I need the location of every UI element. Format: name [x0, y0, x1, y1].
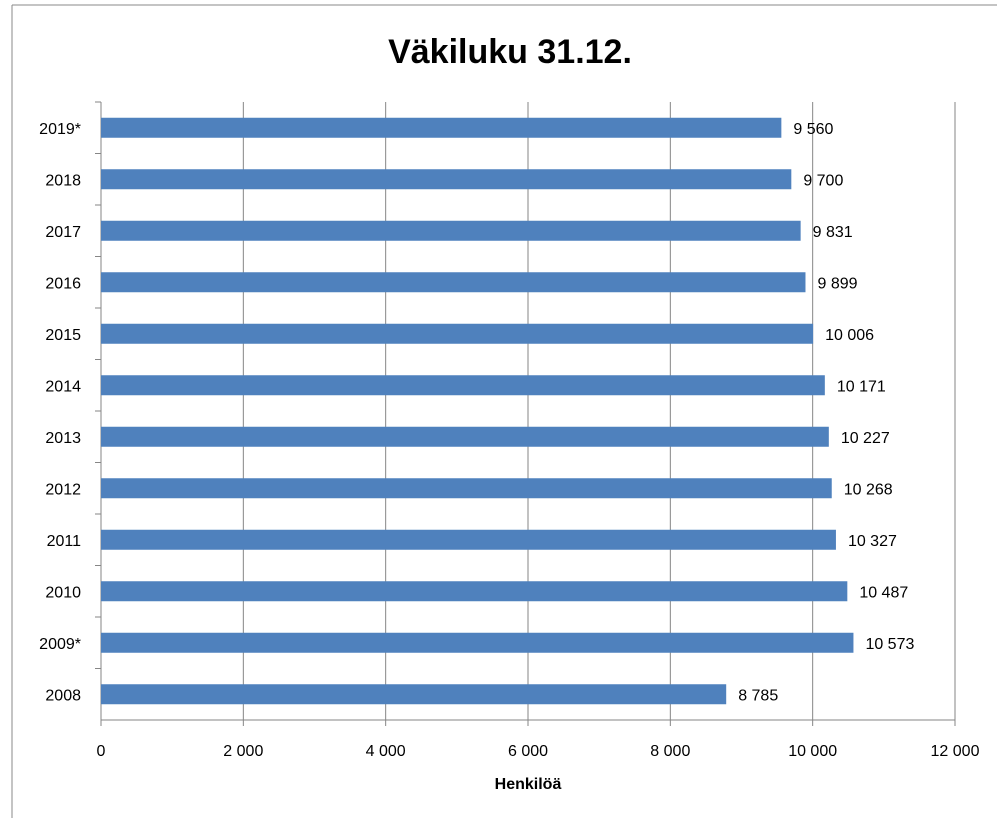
bar [101, 632, 854, 653]
x-tick-label: 2 000 [223, 743, 263, 760]
bar [101, 478, 832, 499]
value-label: 10 487 [859, 584, 908, 601]
y-tick-label: 2015 [45, 327, 81, 344]
y-tick-label: 2016 [45, 275, 81, 292]
bar [101, 323, 814, 344]
y-tick-label: 2013 [45, 430, 81, 447]
x-tick-label: 10 000 [788, 743, 837, 760]
bar [101, 426, 829, 447]
value-label: 8 785 [738, 687, 778, 704]
y-tick-label: 2008 [45, 687, 81, 704]
value-label: 10 171 [837, 378, 886, 395]
bar [101, 684, 727, 705]
x-axis-label: Henkilöä [495, 776, 562, 793]
y-tick-label: 2011 [47, 533, 82, 550]
x-tick-label: 6 000 [508, 743, 548, 760]
bar [101, 220, 801, 241]
y-tick-label: 2018 [45, 172, 81, 189]
x-tick-label: 4 000 [366, 743, 406, 760]
chart-title: Väkiluku 31.12. [388, 33, 632, 71]
bar [101, 529, 836, 550]
value-label: 10 227 [841, 430, 890, 447]
value-label: 9 831 [813, 224, 853, 241]
value-label: 9 560 [793, 121, 833, 138]
value-label: 9 700 [803, 172, 843, 189]
bar [101, 375, 825, 396]
y-tick-label: 2012 [45, 481, 81, 498]
y-tick-label: 2014 [45, 378, 81, 395]
bar [101, 272, 806, 293]
value-label: 9 899 [817, 275, 857, 292]
bar [101, 169, 792, 190]
value-label: 10 573 [865, 636, 914, 653]
value-label: 10 327 [848, 533, 897, 550]
y-tick-label: 2009* [39, 636, 81, 653]
x-tick-label: 8 000 [650, 743, 690, 760]
value-label: 10 006 [825, 327, 874, 344]
value-label: 10 268 [844, 481, 893, 498]
y-tick-label: 2010 [45, 584, 81, 601]
bar [101, 117, 782, 138]
bar [101, 581, 848, 602]
y-tick-label: 2019* [39, 121, 81, 138]
x-tick-label: 0 [97, 743, 106, 760]
x-tick-label: 12 000 [931, 743, 980, 760]
y-tick-label: 2017 [45, 224, 81, 241]
